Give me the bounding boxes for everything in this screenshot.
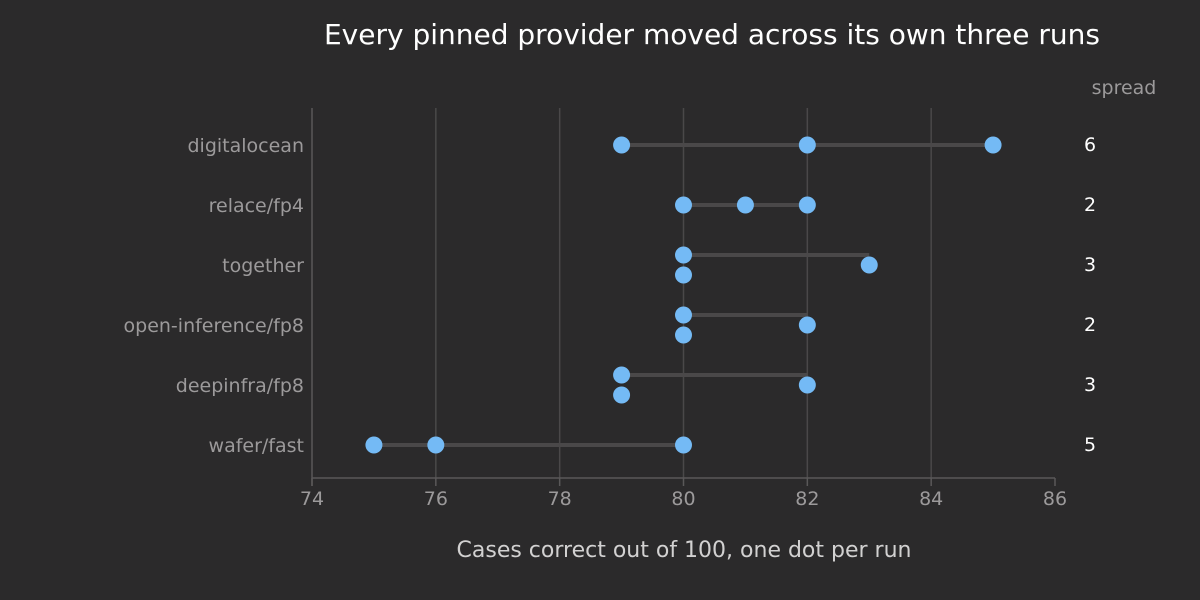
spread-value: 3 xyxy=(1084,374,1096,396)
run-dot xyxy=(675,246,692,264)
run-dot xyxy=(798,376,816,394)
spread-value: 3 xyxy=(1084,254,1096,276)
run-dot xyxy=(798,196,816,214)
chart-row: together 3 xyxy=(222,246,1096,284)
run-dot xyxy=(798,316,816,334)
run-dot xyxy=(675,266,692,284)
chart-row: open-inference/fp8 2 xyxy=(124,306,1096,344)
x-tick-label: 74 xyxy=(300,488,324,510)
run-dot xyxy=(675,436,692,454)
spread-value: 5 xyxy=(1084,434,1096,456)
run-dot xyxy=(613,386,631,404)
run-dot xyxy=(427,436,445,454)
run-dot xyxy=(860,256,878,274)
run-dot xyxy=(613,136,631,154)
x-tick-label: 80 xyxy=(671,488,695,510)
x-tick-label: 82 xyxy=(795,488,819,510)
x-tick-label: 86 xyxy=(1043,488,1067,510)
x-axis: 74 76 78 80 82 84 86 xyxy=(300,108,1067,510)
chart-title: Every pinned provider moved across its o… xyxy=(324,18,1100,51)
gridlines xyxy=(435,108,932,478)
row-label: deepinfra/fp8 xyxy=(176,375,304,397)
run-dot xyxy=(798,136,816,154)
spread-value: 6 xyxy=(1084,134,1096,156)
run-dot xyxy=(984,136,1002,154)
spread-column-header: spread xyxy=(1092,77,1157,99)
x-tick-label: 84 xyxy=(919,488,943,510)
spread-value: 2 xyxy=(1084,314,1096,336)
chart-row: wafer/fast 5 xyxy=(209,434,1097,457)
row-label: digitalocean xyxy=(188,135,305,157)
chart-row: deepinfra/fp8 3 xyxy=(176,366,1096,404)
run-dot xyxy=(675,196,692,214)
chart-row: digitalocean 6 xyxy=(188,134,1097,157)
run-dot xyxy=(365,436,383,454)
x-tick-label: 78 xyxy=(548,488,572,510)
row-label: together xyxy=(222,255,304,277)
run-dot xyxy=(736,196,754,214)
run-dot xyxy=(613,366,631,384)
x-tick-label: 76 xyxy=(424,488,448,510)
x-axis-label: Cases correct out of 100, one dot per ru… xyxy=(457,538,912,563)
row-label: relace/fp4 xyxy=(209,195,304,217)
row-label: wafer/fast xyxy=(209,435,304,457)
chart-row: relace/fp4 2 xyxy=(209,194,1096,217)
run-dot xyxy=(675,306,692,324)
chart-rows: digitalocean 6 relace/fp4 2 together 3 open-in… xyxy=(124,134,1097,457)
run-dot xyxy=(675,326,692,344)
row-label: open-inference/fp8 xyxy=(124,315,304,337)
spread-value: 2 xyxy=(1084,194,1096,216)
